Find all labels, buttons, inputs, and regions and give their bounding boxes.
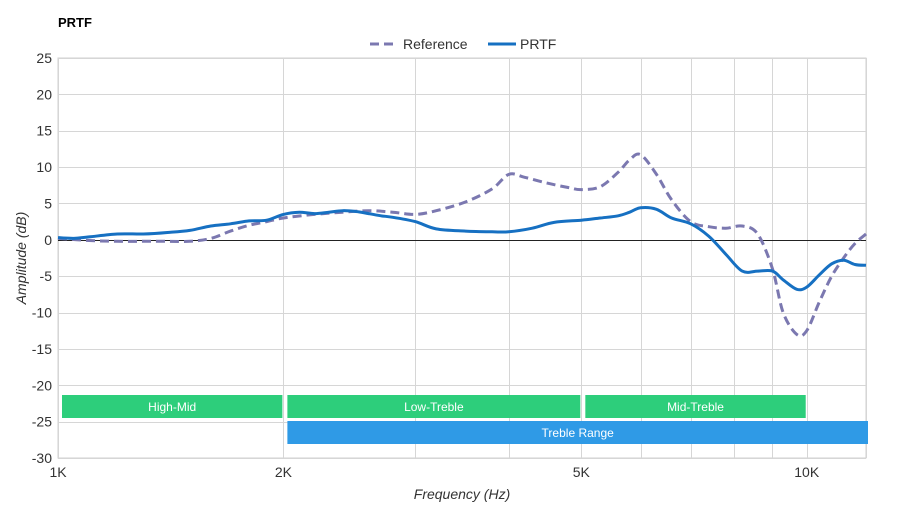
x-axis-label: Frequency (Hz)	[414, 486, 510, 502]
legend-label-prtf: PRTF	[520, 36, 556, 52]
band-bar	[62, 395, 283, 418]
band-bar	[287, 421, 869, 444]
y-tick-label: -10	[32, 305, 52, 321]
y-tick-label: -25	[32, 414, 52, 430]
y-tick-label: 20	[36, 86, 52, 102]
x-tick-label: 1K	[49, 464, 67, 480]
band-label: High-Mid	[148, 400, 196, 414]
y-tick-label: 10	[36, 159, 52, 175]
band-bar	[585, 395, 806, 418]
chart-title: PRTF	[58, 15, 92, 30]
x-tick-label: 10K	[794, 464, 820, 480]
series-line-reference	[57, 152, 867, 338]
legend: Reference PRTF	[370, 36, 556, 52]
band-label: Low-Treble	[404, 400, 464, 414]
series-line-prtf	[57, 206, 867, 292]
series-lines	[57, 152, 867, 338]
y-tick-label: 0	[44, 232, 52, 248]
x-tick-label: 5K	[573, 464, 591, 480]
x-tick-label: 2K	[275, 464, 293, 480]
legend-label-reference: Reference	[403, 36, 468, 52]
y-axis-label: Amplitude (dB)	[13, 212, 29, 306]
band-bar	[287, 395, 581, 418]
y-tick-label: -5	[40, 268, 53, 284]
y-tick-label: -30	[32, 450, 52, 466]
y-tick-label: 15	[36, 123, 52, 139]
y-tick-labels: 25 20 15 10 5 0 -5 -10 -15 -20 -25 -30	[32, 50, 52, 466]
band-label: Treble Range	[542, 426, 615, 440]
y-tick-label: 5	[44, 195, 52, 211]
y-tick-label: -15	[32, 341, 52, 357]
y-tick-label: -20	[32, 377, 52, 393]
x-tick-labels: 1K 2K 5K 10K	[49, 464, 819, 480]
range-bands: High-Mid Low-Treble Mid-Treble Treble Range	[62, 395, 869, 444]
band-label: Mid-Treble	[667, 400, 724, 414]
y-tick-label: 25	[36, 50, 52, 66]
